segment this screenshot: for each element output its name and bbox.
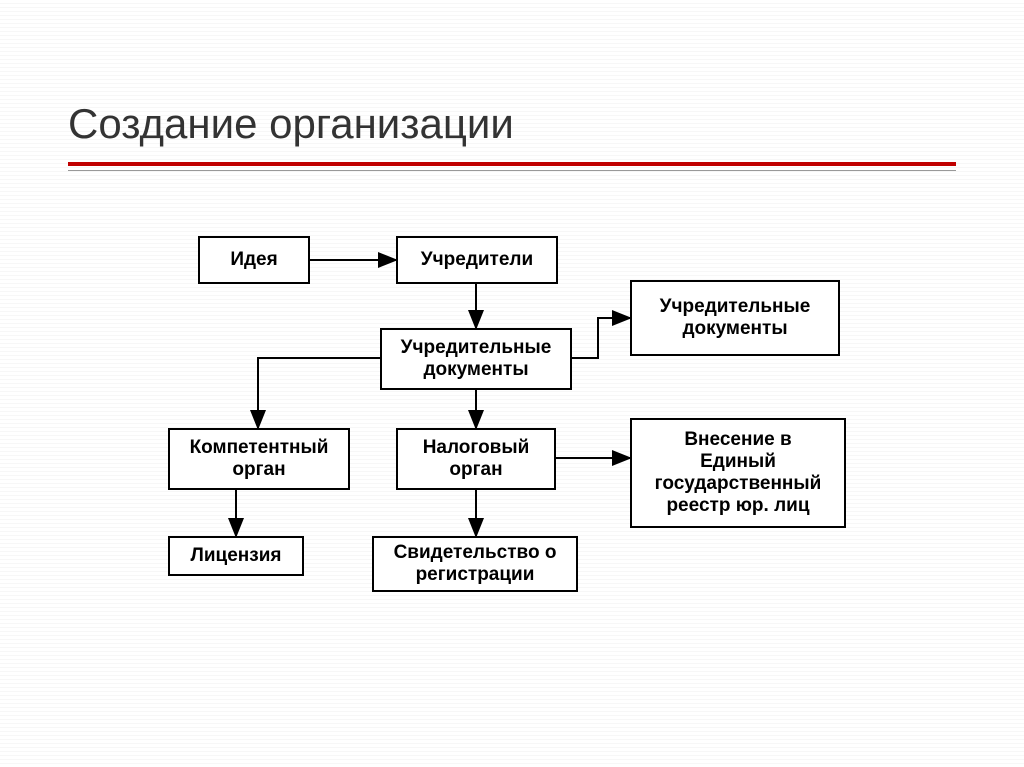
- flowchart: Идея Учредители Учредительные документы Учр…: [0, 230, 1024, 680]
- page-title: Создание организации: [68, 100, 514, 148]
- title-underline: [68, 162, 956, 166]
- flowchart-node-cert: Свидетельство о регистрации: [372, 536, 578, 592]
- title-underline-thin: [68, 170, 956, 171]
- flowchart-edge-founddocs-compauth: [258, 358, 380, 428]
- flowchart-node-taxauth: Налоговый орган: [396, 428, 556, 490]
- flowchart-node-founddocs2: Учредительные документы: [630, 280, 840, 356]
- flowchart-node-compauth: Компетентный орган: [168, 428, 350, 490]
- flowchart-node-idea: Идея: [198, 236, 310, 284]
- flowchart-edge-founddocs-founddocs2: [572, 318, 630, 358]
- flowchart-node-license: Лицензия: [168, 536, 304, 576]
- flowchart-node-founders: Учредители: [396, 236, 558, 284]
- flowchart-node-reg: Внесение в Единый государственный реестр…: [630, 418, 846, 528]
- flowchart-node-founddocs: Учредительные документы: [380, 328, 572, 390]
